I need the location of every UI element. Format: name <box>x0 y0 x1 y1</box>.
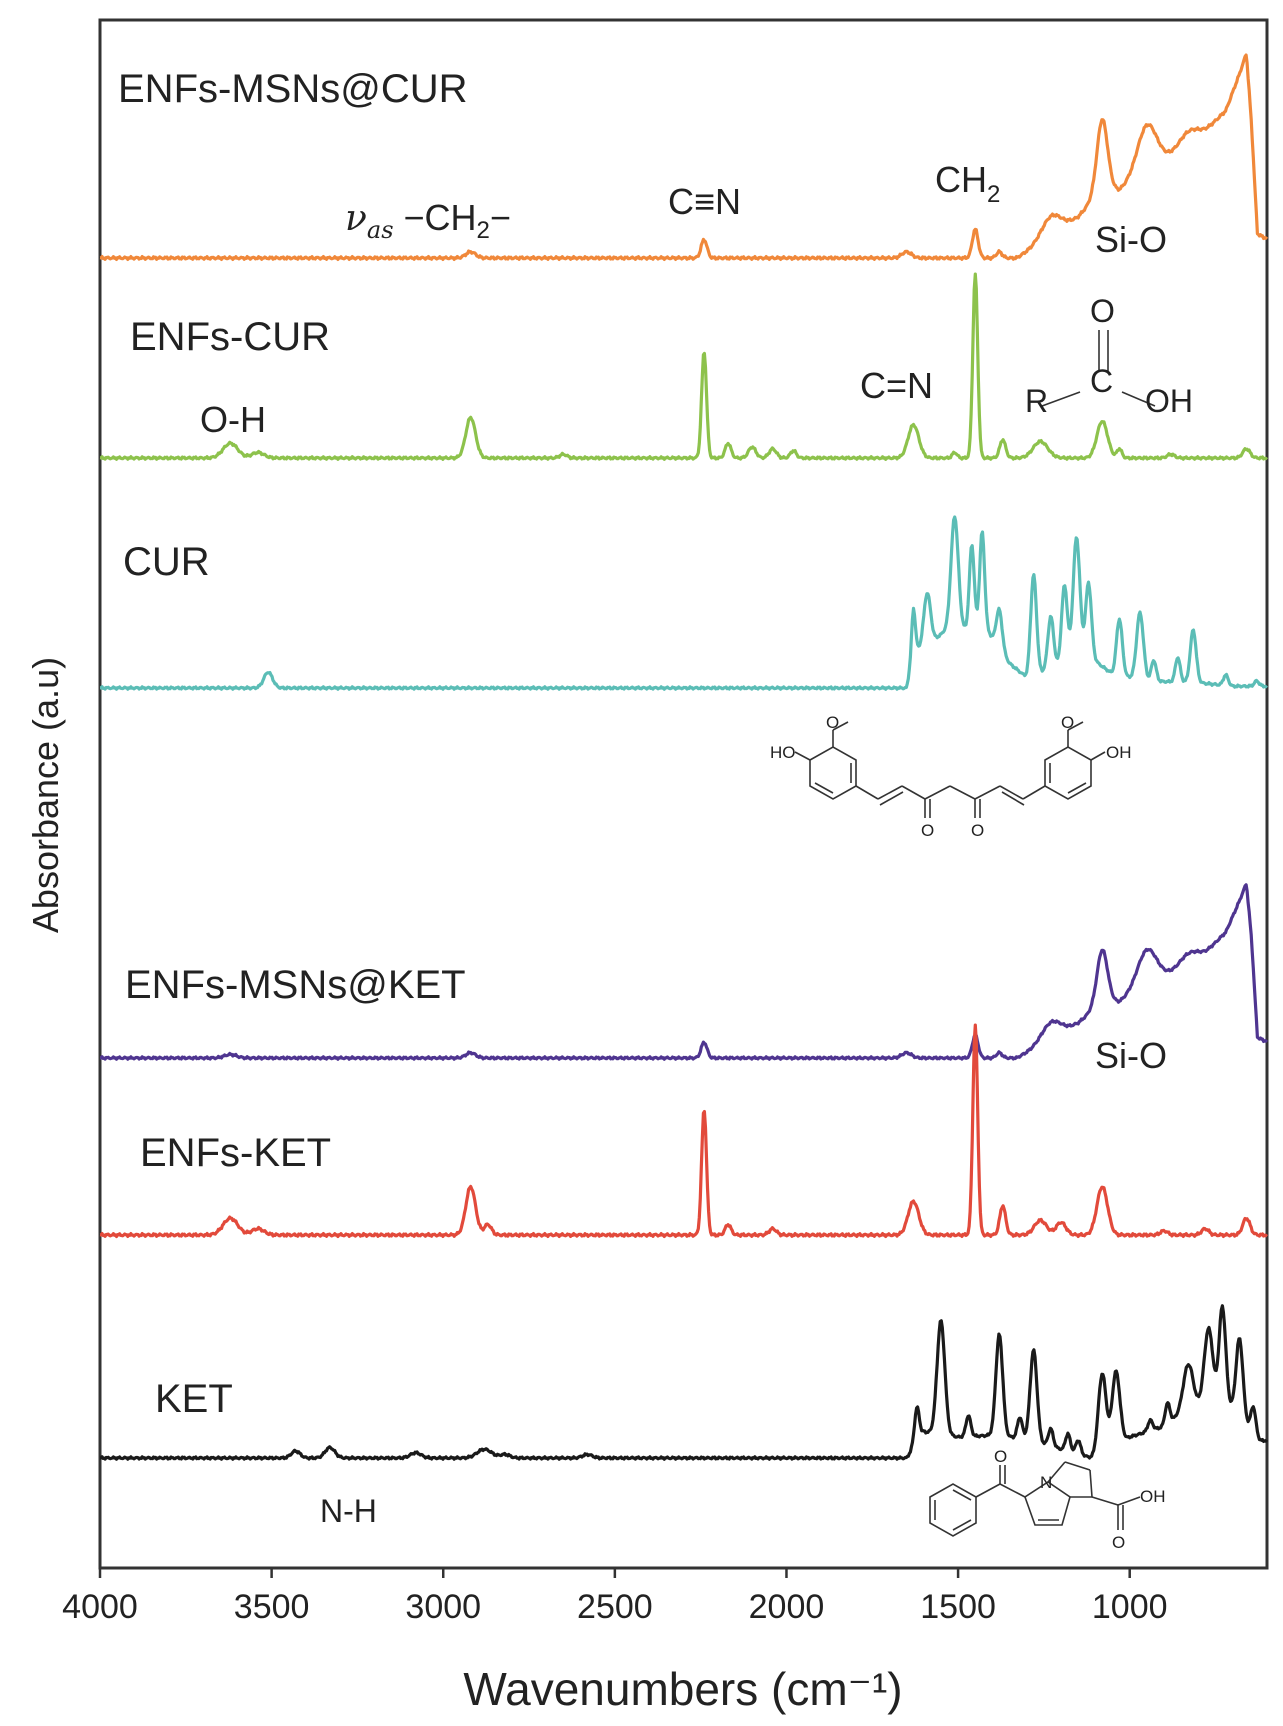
y-axis-title: Absorbance (a.u) <box>25 657 66 933</box>
series-line-cur <box>99 515 1268 691</box>
series-label-ket: KET <box>155 1377 233 1421</box>
band-label-o-h: O-H <box>200 399 266 440</box>
series-label-cur: CUR <box>123 540 210 584</box>
series-line-enfs-msns-ket <box>99 883 1268 1061</box>
x-axis-ticks: 4000 3500 3000 2500 2000 1500 1000 <box>62 1568 1168 1626</box>
band-label-si-o-top: Si-O <box>1095 219 1167 260</box>
curcumin-o3: O <box>971 821 984 840</box>
curcumin-ho: HO <box>770 743 796 762</box>
series-label-enfs-msns-ket: ENFs-MSNs@KET <box>125 963 466 1007</box>
ketorolac-oh: OH <box>1140 1487 1166 1506</box>
series-line-enfs-msns-cur <box>99 53 1269 261</box>
x-tick-label-1500: 1500 <box>920 1588 996 1626</box>
carboxyl-c: C <box>1090 363 1113 399</box>
series-label-enfs-ket: ENFs-KET <box>140 1131 331 1175</box>
carboxyl-structure: O C R OH <box>1025 293 1193 419</box>
plot-frame <box>98 18 1269 1570</box>
curcumin-o4: O <box>1061 713 1074 732</box>
x-tick-label-2000: 2000 <box>749 1588 825 1626</box>
x-tick-label-1000: 1000 <box>1092 1588 1168 1626</box>
band-label-ch2: CH2 <box>935 159 1000 208</box>
carboxyl-o: O <box>1090 293 1115 329</box>
curcumin-o2: O <box>921 821 934 840</box>
curcumin-o1: O <box>826 713 839 732</box>
curcumin-structure: HO O O O O OH <box>770 713 1132 840</box>
series-label-enfs-cur: ENFs-CUR <box>130 315 330 359</box>
x-tick-label-2500: 2500 <box>577 1588 653 1626</box>
ketorolac-structure: O N OH O <box>929 1447 1166 1552</box>
curcumin-oh: OH <box>1106 743 1132 762</box>
spectra <box>99 53 1269 1461</box>
x-axis-title: Wavenumbers (cm⁻¹) <box>463 1663 902 1715</box>
ketorolac-n: N <box>1040 1473 1052 1492</box>
series-line-enfs-ket <box>99 1023 1269 1239</box>
ketorolac-o1: O <box>994 1447 1007 1466</box>
ketorolac-o2: O <box>1112 1533 1125 1552</box>
band-label-n-h: N-H <box>320 1493 377 1529</box>
x-tick-label-3500: 3500 <box>234 1588 310 1626</box>
band-label-c-triple-n: C≡N <box>668 181 741 222</box>
band-label-vas-ch2: νas −CH2− <box>345 197 511 244</box>
series-label-enfs-msns-cur: ENFs-MSNs@CUR <box>118 67 467 111</box>
x-tick-label-4000: 4000 <box>62 1588 138 1626</box>
band-label-c-double-n: C=N <box>860 365 933 406</box>
series-line-ket <box>99 1304 1268 1461</box>
carboxyl-r: R <box>1025 383 1048 419</box>
series-line-enfs-cur <box>99 272 1268 461</box>
x-tick-label-3000: 3000 <box>405 1588 481 1626</box>
carboxyl-oh: OH <box>1145 383 1193 419</box>
band-label-si-o-bottom: Si-O <box>1095 1035 1167 1076</box>
